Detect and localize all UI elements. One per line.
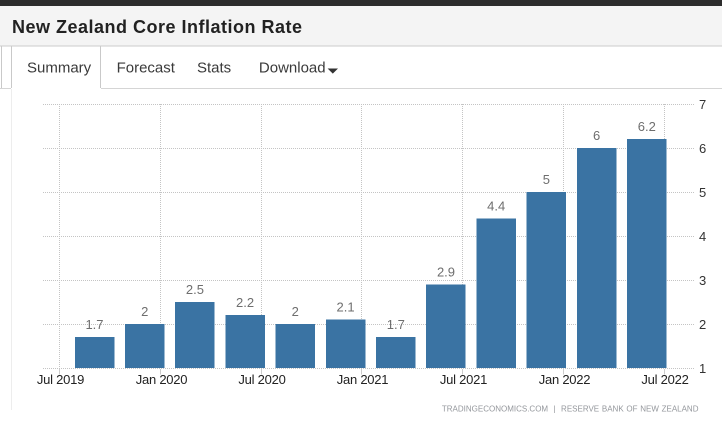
svg-text:6.2: 6.2 [638,119,656,134]
svg-text:Stats: Stats [197,60,231,77]
svg-text:3: 3 [699,273,706,288]
svg-text:Jul 2020: Jul 2020 [238,372,285,387]
svg-text:Jul 2022: Jul 2022 [641,372,688,387]
svg-text:2: 2 [141,304,148,319]
svg-text:6: 6 [593,128,600,143]
svg-text:2.9: 2.9 [437,264,455,279]
svg-text:Jan 2022: Jan 2022 [539,372,591,387]
svg-text:Jul 2019: Jul 2019 [37,372,84,387]
svg-text:2.1: 2.1 [337,300,355,315]
svg-text:New Zealand Core Inflation Rat: New Zealand Core Inflation Rate [12,17,303,37]
svg-text:TRADINGECONOMICS.COM | RESER: TRADINGECONOMICS.COM | RESERVE BANK OF N… [442,405,699,414]
svg-text:Forecast: Forecast [117,60,176,77]
svg-text:2.5: 2.5 [186,282,204,297]
svg-text:2.2: 2.2 [236,295,254,310]
svg-text:4.4: 4.4 [487,198,505,213]
svg-text:Summary: Summary [27,60,92,77]
svg-text:1.7: 1.7 [387,317,405,332]
svg-text:Jul 2021: Jul 2021 [440,372,487,387]
svg-text:5: 5 [543,172,550,187]
svg-text:7: 7 [699,97,706,112]
svg-text:Download: Download [259,60,326,77]
svg-text:Jan 2020: Jan 2020 [136,372,188,387]
svg-text:6: 6 [699,141,706,156]
svg-text:4: 4 [699,229,706,244]
svg-text:Jan 2021: Jan 2021 [337,372,389,387]
svg-text:1.7: 1.7 [85,317,103,332]
svg-text:2: 2 [292,304,299,319]
svg-text:2: 2 [699,317,706,332]
svg-text:5: 5 [699,185,706,200]
svg-text:1: 1 [699,361,706,376]
